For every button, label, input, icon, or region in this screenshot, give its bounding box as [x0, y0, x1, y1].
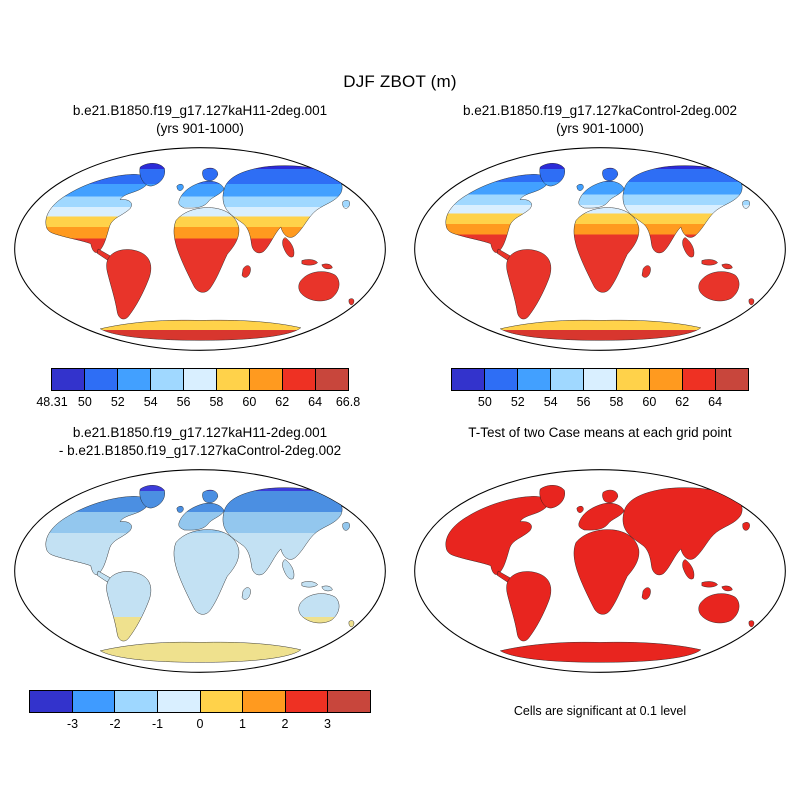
colorbar-tick-label: 1 — [239, 717, 246, 731]
panel-case1: b.e21.B1850.f19_g17.127kaH11-2deg.001 (y… — [4, 102, 396, 411]
colorbar-segment — [617, 369, 650, 390]
colorbar-strip — [29, 690, 371, 713]
colorbar-case2: 50 52 54 56 58 60 62 64 — [451, 354, 749, 411]
colorbar-tick-label: 48.31 — [36, 395, 68, 409]
world-map-case1 — [14, 147, 386, 351]
colorbar-tick-label: 64 — [708, 395, 723, 409]
colorbar-tick-label: 56 — [176, 395, 191, 409]
colorbar-tick-label: 58 — [609, 395, 624, 409]
colorbar-segment — [518, 369, 551, 390]
panel-case1-title: b.e21.B1850.f19_g17.127kaH11-2deg.001 (y… — [73, 102, 327, 140]
panel-difference-title-line2: - b.e21.B1850.f19_g17.127kaControl-2deg.… — [58, 443, 342, 458]
colorbar-segment — [85, 369, 118, 390]
colorbar-tick-label: 50 — [477, 395, 492, 409]
panel-case1-title-line2: (yrs 901-1000) — [156, 121, 244, 136]
colorbar-tick-labels: 50 52 54 56 58 60 62 64 — [452, 391, 748, 411]
world-map-case2 — [414, 147, 786, 351]
colorbar-segment — [683, 369, 716, 390]
colorbar-tick-label: 54 — [143, 395, 158, 409]
colorbar-segment — [485, 369, 518, 390]
panel-case2-title-line1: b.e21.B1850.f19_g17.127kaControl-2deg.00… — [463, 103, 737, 118]
colorbar-tick-label: 56 — [576, 395, 591, 409]
colorbar-tick-label: 54 — [543, 395, 558, 409]
colorbar-segment — [285, 691, 329, 712]
colorbar-segment — [452, 369, 485, 390]
colorbar-segment — [157, 691, 201, 712]
colorbar-segment — [30, 691, 73, 712]
colorbar-segment — [584, 369, 617, 390]
colorbar-segment — [328, 691, 370, 712]
panel-case2-title: b.e21.B1850.f19_g17.127kaControl-2deg.00… — [463, 102, 737, 140]
colorbar-segment — [52, 369, 85, 390]
world-map-difference — [14, 469, 386, 673]
panel-case2-title-line2: (yrs 901-1000) — [556, 121, 644, 136]
significance-caption: Cells are significant at 0.1 level — [513, 704, 687, 718]
colorbar-case1: 48.31 50 52 54 56 58 60 62 64 66.8 — [36, 354, 360, 411]
colorbar-tick-label: 64 — [308, 395, 323, 409]
colorbar-tick-label: -1 — [151, 717, 164, 731]
colorbar-tick-label: 0 — [196, 717, 204, 731]
colorbar-tick-label: 52 — [510, 395, 525, 409]
world-map-ttest — [414, 469, 786, 673]
colorbar-tick-label: 58 — [209, 395, 224, 409]
colorbar-segment — [200, 691, 244, 712]
panel-difference: b.e21.B1850.f19_g17.127kaH11-2deg.001 - … — [4, 424, 396, 733]
colorbar-difference: -3 -2 -1 0 1 2 3 — [29, 676, 371, 733]
colorbar-tick-labels: 48.31 50 52 54 56 58 60 62 64 66.8 — [36, 391, 360, 411]
colorbar-segment — [217, 369, 250, 390]
colorbar-tick-labels: -3 -2 -1 0 1 2 3 — [30, 713, 370, 733]
panel-ttest: T-Test of two Case means at each grid po… — [404, 424, 796, 718]
colorbar-segment — [184, 369, 217, 390]
colorbar-tick-label: 66.8 — [335, 395, 361, 409]
colorbar-strip — [51, 368, 349, 391]
panel-case2: b.e21.B1850.f19_g17.127kaControl-2deg.00… — [404, 102, 796, 411]
colorbar-segment — [118, 369, 151, 390]
colorbar-segment — [316, 369, 348, 390]
colorbar-tick-label: 60 — [242, 395, 257, 409]
panel-case1-title-line1: b.e21.B1850.f19_g17.127kaH11-2deg.001 — [72, 103, 328, 118]
colorbar-tick-label: -3 — [66, 717, 79, 731]
panel-ttest-title-line1: T-Test of two Case means at each grid po… — [468, 425, 732, 440]
colorbar-tick-label: 50 — [77, 395, 92, 409]
colorbar-strip — [451, 368, 749, 391]
panel-ttest-title: T-Test of two Case means at each grid po… — [468, 424, 731, 462]
colorbar-segment — [72, 691, 116, 712]
colorbar-tick-label: 60 — [642, 395, 657, 409]
colorbar-tick-label: 2 — [281, 717, 289, 731]
figure-title: DJF ZBOT (m) — [343, 72, 457, 91]
colorbar-segment — [551, 369, 584, 390]
colorbar-tick-label: -2 — [109, 717, 121, 731]
panel-difference-title: b.e21.B1850.f19_g17.127kaH11-2deg.001 - … — [59, 424, 341, 462]
colorbar-segment — [115, 691, 158, 712]
colorbar-segment — [283, 369, 316, 390]
colorbar-tick-label: 3 — [324, 717, 331, 731]
panel-difference-title-line1: b.e21.B1850.f19_g17.127kaH11-2deg.001 — [72, 425, 328, 440]
colorbar-segment — [250, 369, 283, 390]
colorbar-tick-label: 62 — [275, 395, 290, 409]
colorbar-segment — [716, 369, 748, 390]
colorbar-segment — [243, 691, 286, 712]
colorbar-tick-label: 52 — [110, 395, 125, 409]
colorbar-tick-label: 62 — [675, 395, 690, 409]
colorbar-segment — [151, 369, 184, 390]
colorbar-segment — [650, 369, 683, 390]
